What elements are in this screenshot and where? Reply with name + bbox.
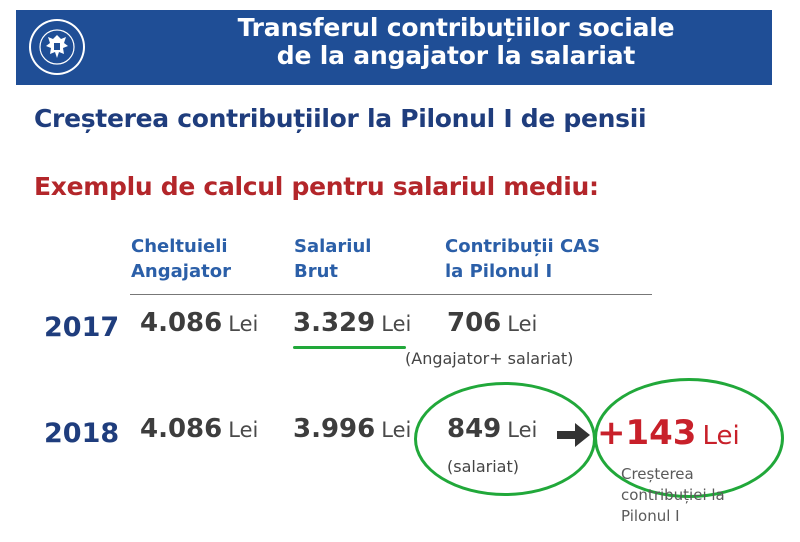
column-header-cas: Contribuții CAS la Pilonul I [445,234,600,284]
brut-2018: 3.996 Lei [293,414,417,444]
section-subtitle: Creșterea contribuțiilor la Pilonul I de… [34,104,647,133]
year-2018: 2018 [44,418,120,449]
header-banner [16,10,772,85]
cheltuieli-2018: 4.086 Lei [140,414,258,444]
increase-amount: +143 [597,413,697,453]
arrow-right-icon [557,423,590,447]
cas-2018: 849 Lei [447,414,537,444]
cas-2017-value: 706 [447,308,502,338]
increase-caption-line2: contribuției la [621,486,725,504]
column-header-cas-line2: la Pilonul I [445,261,553,282]
example-title: Exemplu de calcul pentru salariul mediu: [34,172,599,201]
cheltuieli-2018-unit: Lei [228,418,259,442]
header-title-line1: Transferul contribuțiilor sociale [237,13,675,42]
column-header-cas-line1: Contribuții CAS [445,236,601,257]
cas-2017-unit: Lei [507,312,538,336]
cas-2018-value: 849 [447,414,502,444]
column-header-cheltuieli-line1: Cheltuieli [131,236,228,257]
increase-caption-line1: Creșterea [621,465,694,483]
cas-2018-unit: Lei [507,418,538,442]
cheltuieli-2017: 4.086 Lei [140,308,258,338]
cas-2018-note: (salariat) [447,457,519,476]
header-title: Transferul contribuțiilor sociale de la … [200,14,712,70]
increase-highlight-ellipse [594,378,784,498]
header-title-line2: de la angajator la salariat [276,41,636,70]
brut-2018-unit: Lei [381,418,412,442]
brut-2018-value: 3.996 [293,414,376,444]
increase-caption: Creșterea contribuției la Pilonul I [621,464,771,527]
brut-2017: 3.329 Lei [293,308,411,338]
government-seal-icon [29,19,85,75]
cas-2017-note: (Angajator+ salariat) [405,349,574,368]
column-header-cheltuieli-line2: Angajator [131,261,231,282]
cheltuieli-2017-value: 4.086 [140,308,223,338]
cheltuieli-2018-value: 4.086 [140,414,223,444]
column-header-brut: Salariul Brut [294,234,371,284]
brut-2017-underline [293,346,406,349]
cas-2017: 706 Lei [447,308,537,338]
brut-2017-value: 3.329 [293,308,376,338]
increase-unit: Lei [702,421,740,451]
brut-2017-unit: Lei [381,312,412,336]
year-2017: 2017 [44,312,120,343]
header-divider [130,294,652,295]
column-header-brut-line1: Salariul [294,236,372,257]
column-header-cheltuieli: Cheltuieli Angajator [131,234,231,284]
cheltuieli-2017-unit: Lei [228,312,259,336]
column-header-brut-line2: Brut [294,261,339,282]
increase-caption-line3: Pilonul I [621,507,680,525]
increase-value: +143 Lei [597,413,740,453]
